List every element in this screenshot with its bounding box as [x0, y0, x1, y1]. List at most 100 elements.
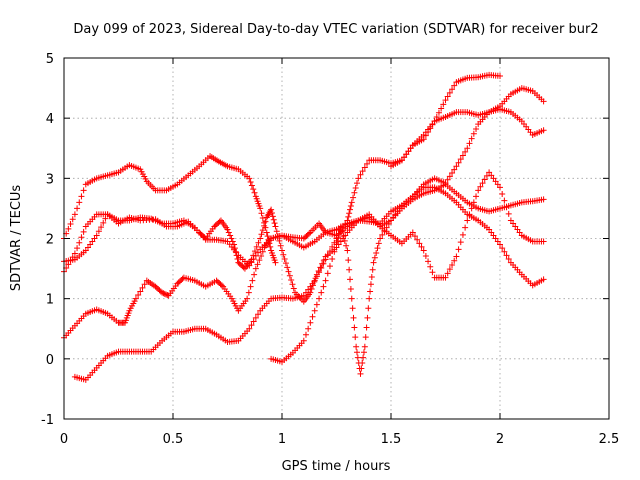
- data-point: [361, 343, 368, 350]
- data-point: [366, 295, 373, 302]
- data-point: [258, 231, 265, 238]
- data-point: [340, 233, 347, 240]
- data-point: [457, 239, 464, 246]
- x-tick-label: 0.5: [163, 432, 184, 447]
- data-point: [244, 295, 251, 302]
- data-point: [420, 247, 427, 254]
- data-point: [392, 211, 399, 218]
- data-point: [462, 148, 469, 155]
- data-point: [258, 210, 265, 217]
- data-point: [466, 140, 473, 147]
- data-point: [74, 245, 81, 252]
- data-point: [488, 229, 495, 236]
- data-point: [279, 247, 285, 254]
- data-point: [139, 284, 146, 291]
- data-point: [320, 260, 327, 267]
- data-point: [451, 257, 458, 264]
- data-point: [375, 240, 382, 247]
- data-point: [257, 235, 264, 242]
- data-point: [250, 186, 257, 193]
- data-point: [341, 237, 348, 244]
- data-point: [497, 73, 503, 80]
- data-point: [160, 290, 167, 297]
- data-point: [442, 274, 449, 281]
- y-tick-label: 4: [46, 112, 54, 127]
- data-point: [316, 295, 323, 302]
- data-point: [141, 281, 148, 288]
- data-point: [252, 314, 259, 321]
- data-point: [369, 266, 376, 273]
- data-point: [329, 255, 336, 262]
- data-point: [347, 286, 354, 293]
- data-point: [492, 178, 499, 185]
- data-point: [227, 232, 234, 239]
- data-point: [253, 243, 260, 250]
- data-point: [486, 169, 493, 176]
- data-point: [451, 166, 458, 173]
- data-point: [329, 243, 336, 250]
- y-tick-label: 0: [46, 353, 54, 368]
- data-point: [333, 241, 340, 248]
- data-point: [354, 354, 361, 361]
- data-point: [381, 228, 388, 235]
- data-point: [359, 168, 366, 175]
- data-point: [490, 232, 497, 239]
- data-point: [307, 319, 314, 326]
- data-point: [497, 184, 503, 191]
- data-point: [331, 248, 338, 255]
- data-point: [335, 234, 342, 241]
- data-point: [347, 276, 354, 283]
- data-point: [346, 210, 353, 217]
- data-point: [466, 211, 473, 218]
- data-point: [78, 234, 85, 241]
- data-point: [444, 93, 451, 100]
- data-point: [505, 255, 512, 262]
- data-point: [396, 205, 403, 212]
- data-point: [84, 244, 91, 251]
- data-point: [388, 217, 394, 224]
- data-point: [262, 218, 269, 225]
- data-point: [459, 152, 466, 159]
- data-point: [268, 209, 275, 216]
- data-point: [357, 370, 364, 377]
- data-point: [468, 135, 475, 142]
- data-point: [284, 264, 291, 271]
- data-point: [464, 145, 471, 152]
- data-point: [347, 203, 354, 210]
- data-point: [309, 313, 316, 320]
- data-point: [234, 255, 241, 262]
- data-point: [248, 182, 255, 189]
- data-point: [363, 324, 370, 331]
- data-point: [357, 171, 364, 178]
- data-point: [336, 230, 343, 237]
- data-point: [248, 259, 255, 266]
- data-point: [89, 238, 96, 245]
- data-point: [263, 229, 270, 236]
- data-point: [80, 187, 87, 194]
- data-point: [250, 256, 257, 263]
- data-point: [264, 233, 271, 240]
- data-point: [251, 271, 258, 278]
- data-point: [353, 180, 360, 187]
- data-point: [339, 228, 346, 235]
- data-point: [364, 160, 371, 167]
- data-point: [512, 223, 519, 230]
- data-point: [282, 260, 289, 267]
- data-point: [358, 365, 365, 372]
- data-point: [267, 243, 274, 250]
- data-point: [361, 164, 368, 171]
- data-point: [449, 170, 456, 177]
- data-point: [414, 236, 421, 243]
- data-point: [248, 322, 255, 329]
- data-point: [322, 256, 329, 263]
- data-point: [306, 230, 313, 237]
- data-point: [326, 248, 333, 255]
- data-point: [464, 217, 471, 224]
- data-point: [353, 343, 360, 350]
- data-point: [316, 269, 323, 276]
- data-point: [407, 145, 414, 152]
- data-point: [69, 216, 76, 223]
- x-tick-label: 1.5: [381, 432, 402, 447]
- data-point: [427, 263, 434, 270]
